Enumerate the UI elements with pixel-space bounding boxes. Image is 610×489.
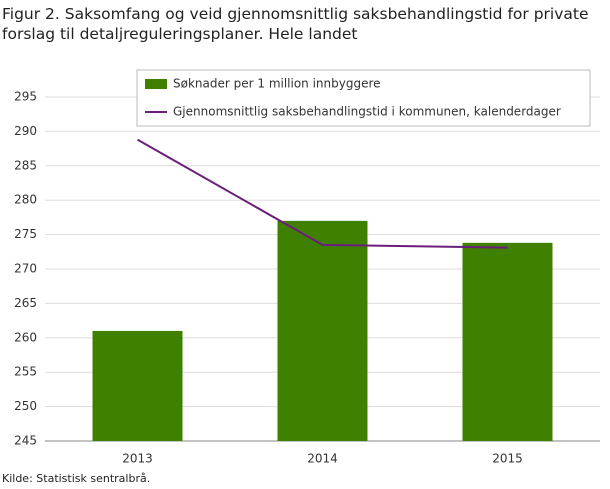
y-tick-label: 280 — [14, 193, 37, 207]
bar — [277, 220, 368, 441]
y-tick-label: 275 — [14, 227, 37, 241]
bar — [92, 330, 183, 441]
y-tick-label: 265 — [14, 296, 37, 310]
y-tick-label: 290 — [14, 124, 37, 138]
chart-title: Figur 2. Saksomfang og veid gjennomsnitt… — [2, 5, 589, 43]
legend-label: Gjennomsnittlig saksbehandlingstid i kom… — [173, 105, 561, 119]
y-tick-label: 295 — [14, 90, 37, 104]
y-tick-label: 270 — [14, 262, 37, 276]
y-tick-label: 285 — [14, 158, 37, 172]
legend-swatch — [145, 79, 167, 89]
x-tick-label: 2013 — [122, 452, 153, 466]
source: Kilde: Statistisk sentralbrå. — [2, 472, 151, 485]
y-tick-label: 255 — [14, 365, 37, 379]
x-tick-label: 2014 — [307, 452, 338, 466]
legend-box — [136, 69, 591, 127]
legend-label: Søknader per 1 million innbyggere — [173, 77, 381, 91]
bar — [462, 242, 553, 441]
y-tick-label: 245 — [14, 434, 37, 448]
x-tick-label: 2015 — [492, 452, 523, 466]
y-tick-label: 260 — [14, 330, 37, 344]
line — [137, 138, 508, 249]
y-tick-label: 250 — [14, 399, 37, 413]
